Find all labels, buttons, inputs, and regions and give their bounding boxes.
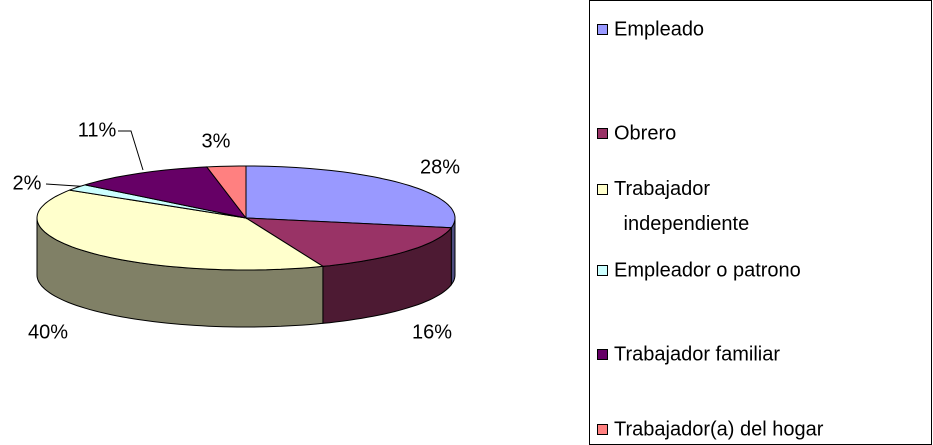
data-label: 3% <box>202 130 231 152</box>
pie-slice <box>244 217 453 267</box>
legend-swatch <box>597 24 608 35</box>
pie-slice <box>205 165 247 220</box>
pie-slice <box>84 166 248 219</box>
legend-swatch <box>597 265 608 276</box>
legend-swatch <box>597 349 608 360</box>
legend-label: Trabajador familiar <box>614 343 780 365</box>
legend-label: Empleador o patrono <box>614 259 801 281</box>
pie-slice-side <box>450 217 456 287</box>
legend-swatch <box>597 424 608 435</box>
pie-slice <box>36 189 325 271</box>
legend-label: Trabajador(a) del hogar <box>614 418 824 440</box>
pie-slice <box>245 165 456 229</box>
data-label: 16% <box>412 321 452 343</box>
data-label: 11% <box>78 119 117 141</box>
data-label: 28% <box>420 156 460 178</box>
leader-line <box>118 130 144 171</box>
legend-swatch <box>597 184 608 195</box>
legend-label: Obrero <box>614 122 676 144</box>
legend-box <box>589 0 932 445</box>
data-label: 2% <box>13 172 42 194</box>
legend-label: Empleado <box>614 18 704 40</box>
legend-swatch <box>597 128 608 139</box>
legend-label: Trabajador independiente <box>614 178 749 235</box>
data-label: 40% <box>28 321 68 343</box>
